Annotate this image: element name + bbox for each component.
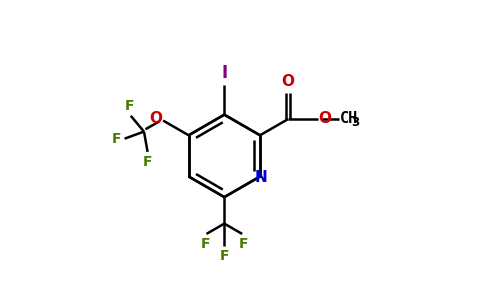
Text: F: F [112,132,121,145]
Text: O: O [318,111,332,126]
Text: O: O [282,74,295,89]
Text: F: F [220,249,229,262]
Text: F: F [239,237,248,251]
Text: CH: CH [340,111,359,126]
Text: F: F [200,237,210,251]
Text: O: O [149,111,162,126]
Text: F: F [143,155,152,169]
Text: 3: 3 [351,116,360,129]
Text: I: I [221,64,227,82]
Text: N: N [254,170,267,185]
Text: F: F [124,99,134,113]
